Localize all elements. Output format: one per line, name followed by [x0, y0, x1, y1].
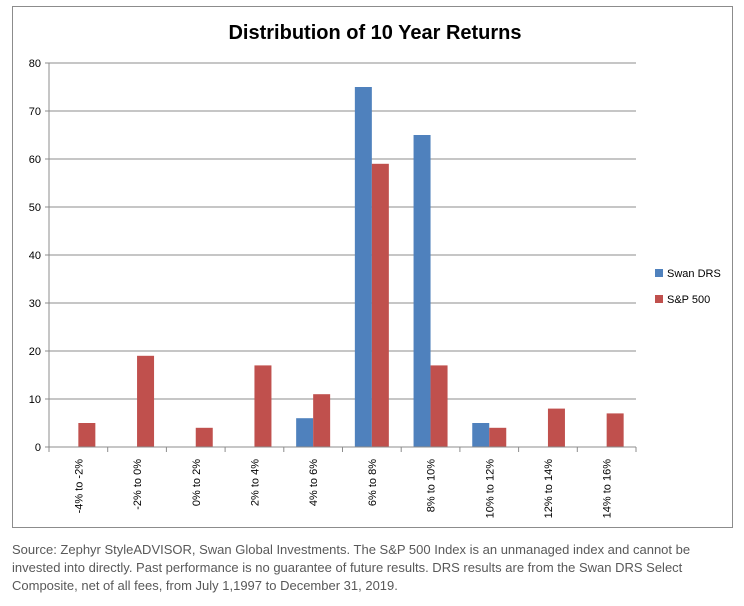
- chart-title: Distribution of 10 Year Returns: [228, 22, 521, 44]
- legend-swatch: [655, 269, 663, 277]
- y-tick-label: 10: [29, 394, 41, 406]
- bar-sp500: [137, 355, 155, 447]
- bar-swan-drs: [296, 418, 314, 447]
- axes: 0 10 20 30 40 50 60 70 80 -4% to -2% -2% to 0% 0% t…: [29, 58, 637, 519]
- x-tick-label: 12% to 14%: [543, 459, 555, 519]
- x-tick-label: 2% to 4%: [249, 459, 261, 506]
- bar-sp500: [78, 423, 96, 447]
- x-tick-label: -2% to 0%: [132, 459, 144, 510]
- bar-chart: Distribution of 10 Year Returns 0 10 20 30 4…: [29, 22, 721, 519]
- x-tick-label: 14% to 16%: [602, 459, 614, 519]
- y-tick-label: 60: [29, 154, 41, 166]
- x-tick-label: 0% to 2%: [191, 459, 203, 506]
- x-tick-label: 6% to 8%: [367, 459, 379, 506]
- y-tick-label: 0: [35, 442, 41, 454]
- bar-swan-drs: [413, 135, 431, 447]
- legend-swatch: [655, 295, 663, 303]
- chart-frame: Distribution of 10 Year Returns 0 10 20 30 4…: [12, 6, 733, 528]
- x-tick-label: 10% to 12%: [484, 459, 496, 519]
- x-tick-label: -4% to -2%: [73, 459, 85, 514]
- bar-sp500: [606, 413, 624, 447]
- legend: Swan DRS S&P 500: [655, 268, 721, 306]
- y-tick-label: 20: [29, 346, 41, 358]
- bar-sp500: [195, 427, 213, 447]
- bars: [78, 87, 624, 448]
- bar-swan-drs: [354, 87, 372, 447]
- bar-sp500: [254, 365, 272, 447]
- bar-sp500: [430, 365, 448, 447]
- x-tick-label: 8% to 10%: [426, 459, 438, 512]
- source-footnote: Source: Zephyr StyleADVISOR, Swan Global…: [12, 542, 691, 593]
- x-tick-label: 4% to 6%: [308, 459, 320, 506]
- y-tick-label: 40: [29, 250, 41, 262]
- legend-label: S&P 500: [667, 294, 710, 306]
- grid-lines: [49, 62, 636, 400]
- y-tick-label: 70: [29, 106, 41, 118]
- legend-label: Swan DRS: [667, 268, 721, 280]
- bar-sp500: [489, 427, 507, 447]
- bar-sp500: [371, 163, 389, 448]
- bar-swan-drs: [472, 423, 490, 447]
- y-tick-label: 80: [29, 58, 41, 70]
- bar-sp500: [313, 394, 331, 447]
- y-tick-label: 50: [29, 202, 41, 214]
- y-tick-label: 30: [29, 298, 41, 310]
- bar-sp500: [547, 408, 565, 447]
